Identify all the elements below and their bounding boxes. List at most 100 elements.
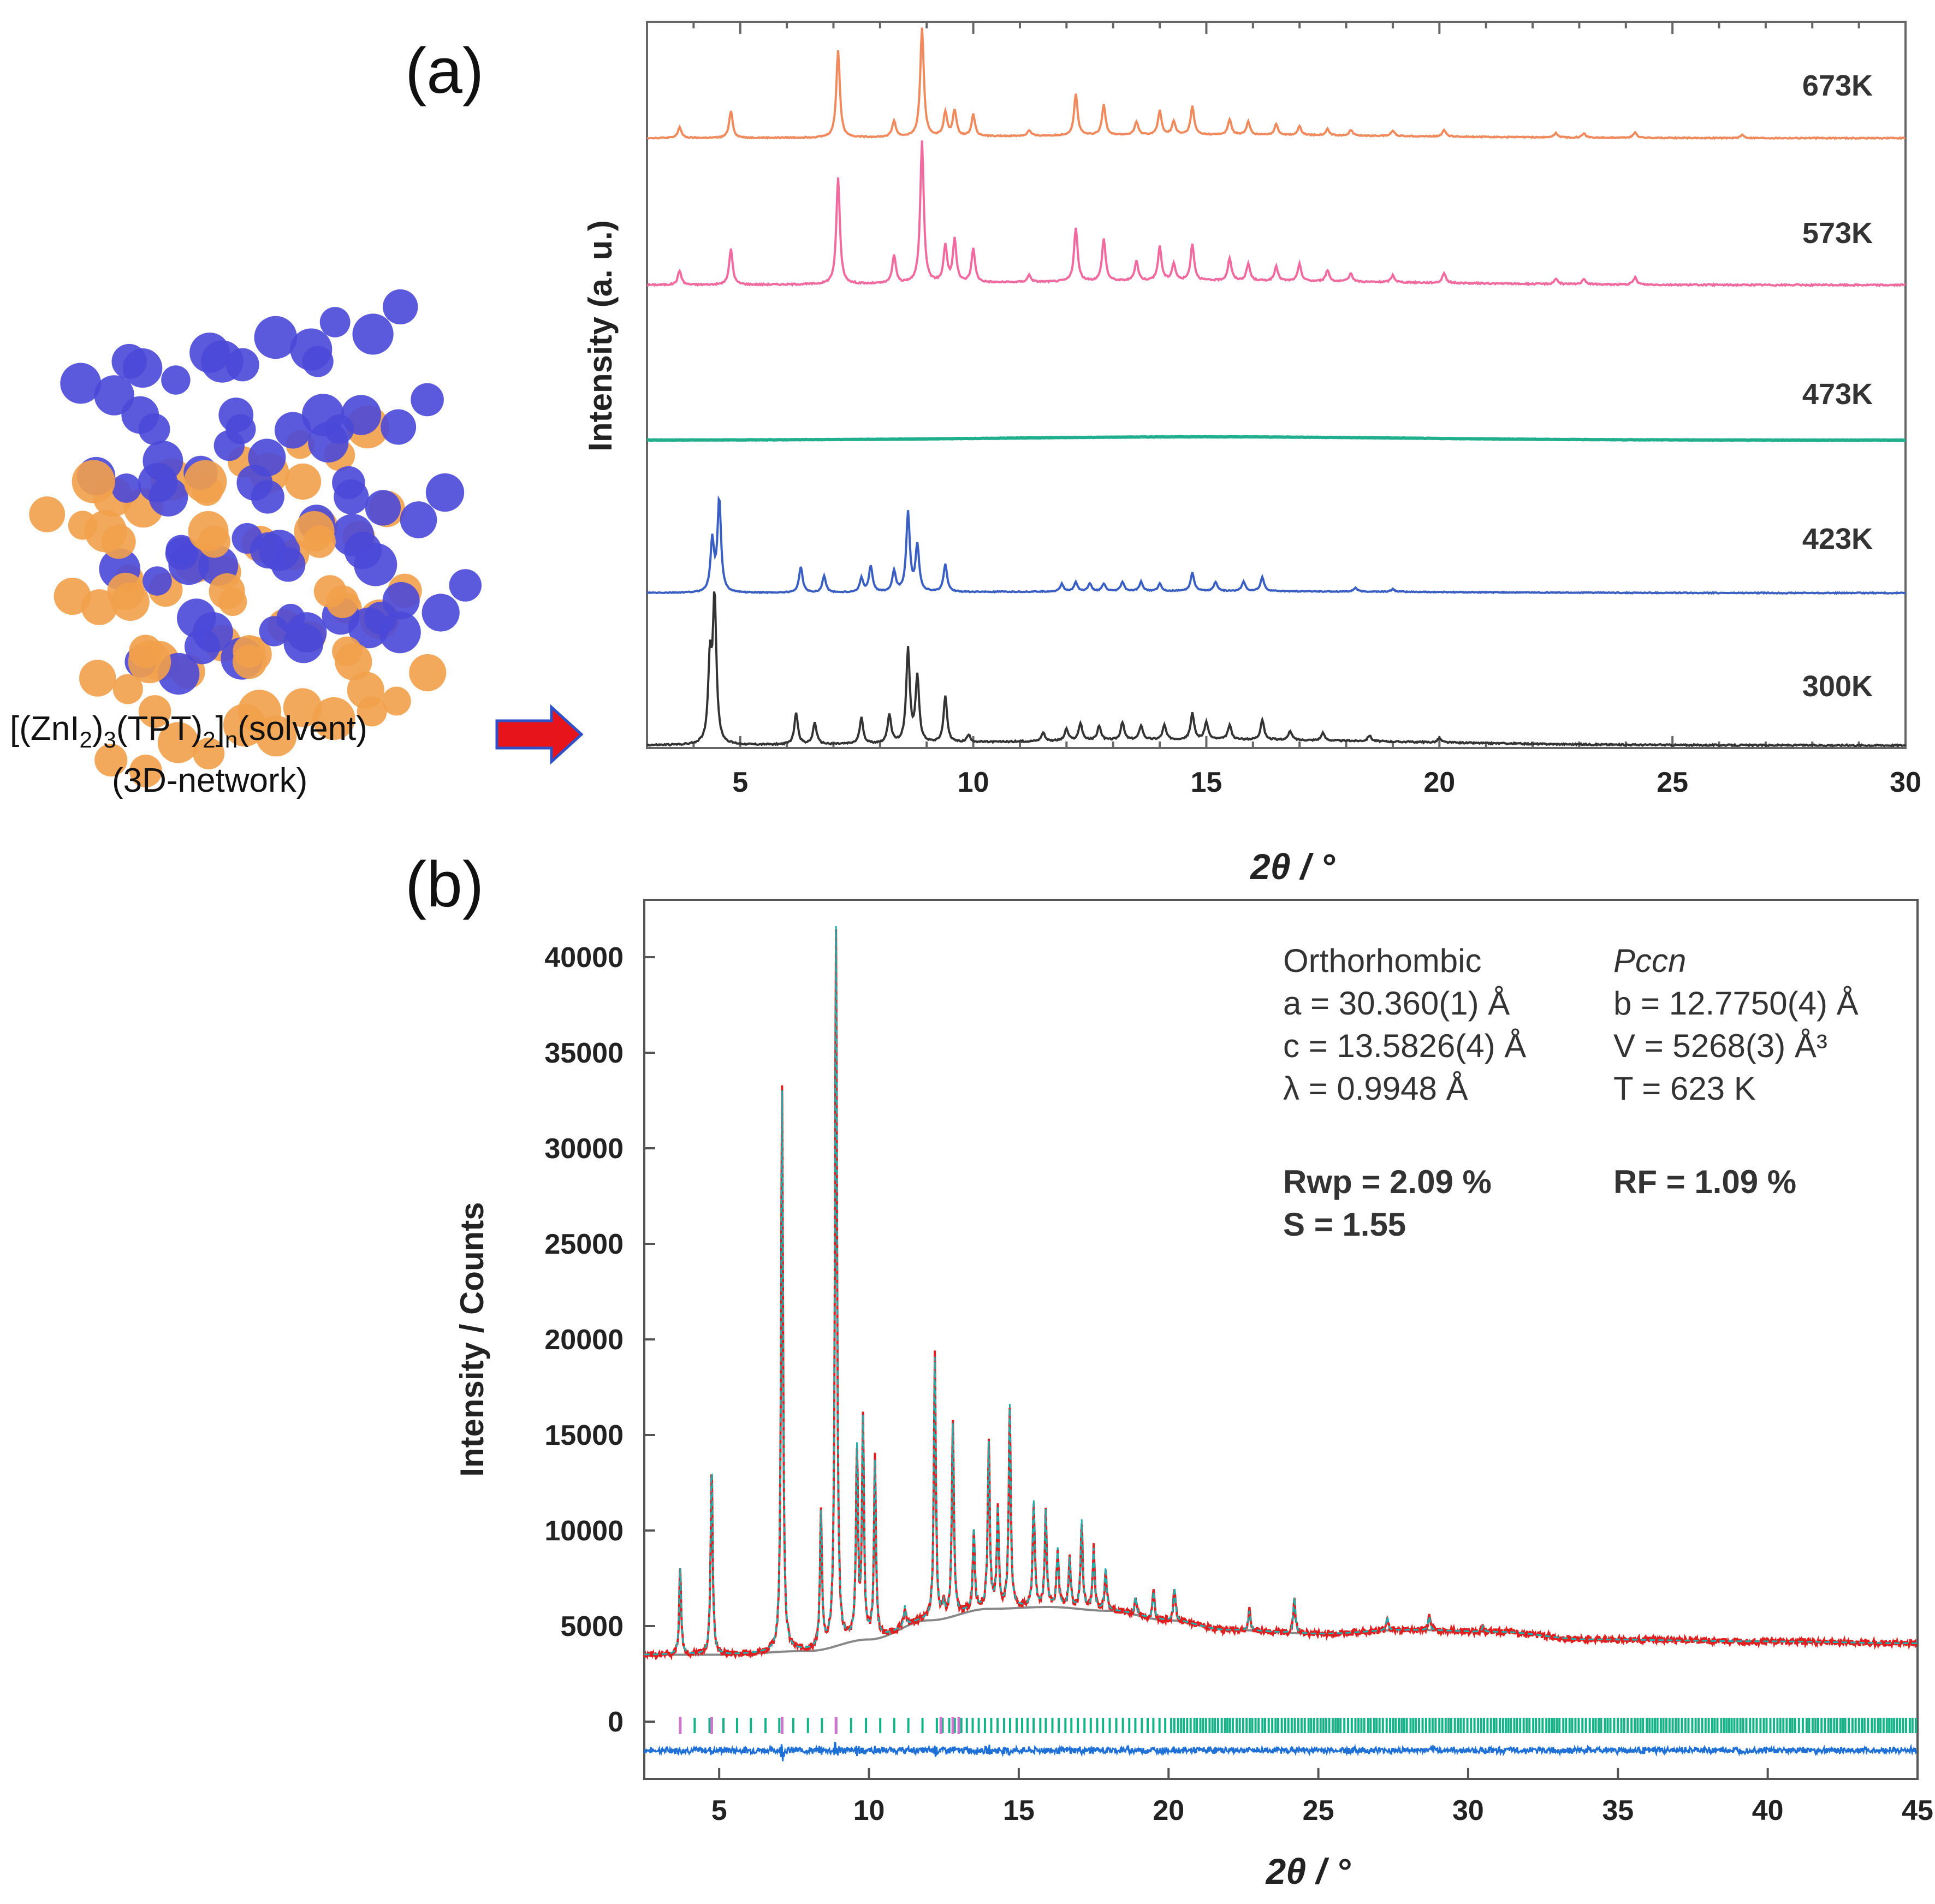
blue-link-atom	[201, 340, 244, 383]
orange-strand-atom	[94, 743, 128, 777]
cell-volume: V = 5268(3) Å³	[1613, 1028, 1827, 1064]
space-group: Pccn	[1613, 942, 1686, 979]
calculated-pattern	[644, 926, 1917, 1656]
panel-label-a: (a)	[405, 35, 484, 107]
formula-sub-4: n	[225, 727, 238, 752]
difference-curve	[643, 1741, 1918, 1761]
orange-link-atom	[232, 644, 267, 679]
x-tick-label: 20	[1153, 1795, 1184, 1826]
orange-link-atom	[357, 696, 387, 727]
blue-strand-atom	[411, 383, 444, 417]
cell-c: c = 13.5826(4) Å	[1283, 1028, 1526, 1064]
orange-strand-atom	[409, 654, 447, 692]
blue-link-atom	[271, 547, 306, 582]
blue-link-atom	[334, 479, 369, 515]
cell-b: b = 12.7750(4) Å	[1613, 985, 1859, 1022]
orange-link-atom	[101, 524, 136, 559]
orange-strand-atom	[382, 686, 411, 716]
panel-a-chart: 5 10 15 20 25 30 2θ / ° Intensity (a. u.) 673K 57…	[582, 21, 1921, 887]
structure-caption-network: (3D-network)	[112, 762, 307, 799]
x-tick-label: 5	[732, 767, 748, 798]
orange-link-atom	[198, 525, 230, 558]
x-tick-label: 30	[1452, 1795, 1484, 1826]
orange-link-atom	[303, 525, 336, 558]
blue-link-atom	[168, 544, 209, 585]
orange-strand-atom	[129, 755, 162, 787]
crystal-system: Orthorhombic	[1283, 942, 1481, 979]
formula-sub-3: 2	[203, 727, 215, 752]
panel-b-chart: 5 10 15 20 25 30 35 40 45 0 5000 10000 15000 20000 250…	[454, 899, 1933, 1891]
goodness-of-fit: S = 1.55	[1283, 1206, 1406, 1243]
series-line-673K	[646, 27, 1906, 140]
blue-link-atom	[192, 612, 233, 653]
x-tick-label: 45	[1902, 1795, 1933, 1826]
y-tick-label: 20000	[544, 1324, 624, 1356]
x-tick-label: 15	[1191, 767, 1222, 798]
formula-part-2: )	[92, 710, 104, 748]
wavelength: λ = 0.9948 Å	[1283, 1070, 1468, 1107]
orange-strand-atom	[193, 738, 225, 769]
orange-strand-atom	[112, 674, 143, 704]
formula-part-3: (TPT)	[116, 710, 203, 748]
y-axis-label: Intensity (a. u.)	[582, 220, 619, 451]
x-tick-label: 10	[853, 1795, 885, 1826]
blue-strand-atom	[143, 566, 172, 596]
orange-link-atom	[183, 460, 227, 503]
temperature: T = 623 K	[1613, 1070, 1756, 1107]
orange-link-atom	[335, 643, 372, 681]
structure-caption-formula: [(ZnI2)3(TPT)2]n(solvent)	[10, 710, 367, 752]
panel-label-b: (b)	[405, 849, 484, 921]
orange-strand-atom	[312, 697, 355, 740]
orange-link-atom	[138, 695, 171, 728]
x-tick-label: 25	[1303, 1795, 1334, 1826]
red-arrow-icon	[495, 704, 584, 765]
blue-strand-atom	[422, 594, 460, 632]
series-line-473K	[646, 435, 1906, 442]
orange-strand-atom	[157, 722, 199, 763]
blue-strand-atom	[449, 569, 482, 602]
formula-sub-2: 3	[103, 727, 116, 752]
blue-link-atom	[149, 477, 188, 517]
series-label-423K: 423K	[1802, 523, 1873, 555]
blue-link-atom	[286, 612, 327, 653]
orange-link-atom	[111, 582, 150, 621]
y-tick-label: 30000	[544, 1133, 624, 1165]
blue-strand-atom	[254, 316, 298, 359]
panel-a-frame	[646, 21, 1907, 749]
blue-strand-atom	[400, 501, 437, 538]
y-tick-label: 25000	[544, 1229, 624, 1260]
blue-strand-atom	[161, 365, 191, 395]
blue-strand-atom	[383, 289, 418, 325]
blue-strand-atom	[381, 409, 417, 445]
orange-link-atom	[284, 463, 322, 500]
series-label-473K: 473K	[1802, 378, 1873, 411]
formula-part-5: (solvent)	[238, 710, 367, 748]
blue-strand-atom	[352, 313, 394, 355]
series-line-423K	[646, 495, 1907, 595]
blue-link-atom	[379, 611, 421, 654]
orange-link-atom	[238, 690, 282, 733]
blue-strand-atom	[274, 412, 311, 449]
x-tick-label: 20	[1423, 767, 1455, 798]
formula-part-4: ]	[216, 710, 225, 748]
r-wp: Rwp = 2.09 %	[1283, 1164, 1492, 1200]
blue-link-atom	[251, 480, 284, 514]
orange-strand-atom	[283, 688, 322, 727]
x-tick-label: 40	[1752, 1795, 1784, 1826]
framework-structure-image	[29, 289, 482, 787]
x-tick-label: 15	[1003, 1795, 1035, 1826]
blue-link-atom	[302, 346, 334, 377]
y-tick-label: 15000	[544, 1420, 624, 1451]
blue-link-atom	[324, 414, 354, 444]
x-axis-label: 2θ / °	[1265, 1851, 1351, 1891]
series-label-300K: 300K	[1802, 670, 1873, 703]
orange-strand-atom	[81, 589, 117, 625]
blue-link-atom	[225, 414, 256, 444]
red-arrow-shape	[495, 704, 584, 765]
blue-strand-atom	[365, 490, 401, 526]
blue-strand-atom	[319, 307, 351, 337]
orange-strand-atom	[79, 660, 116, 697]
x-axis-label: 2θ / °	[1249, 846, 1335, 887]
